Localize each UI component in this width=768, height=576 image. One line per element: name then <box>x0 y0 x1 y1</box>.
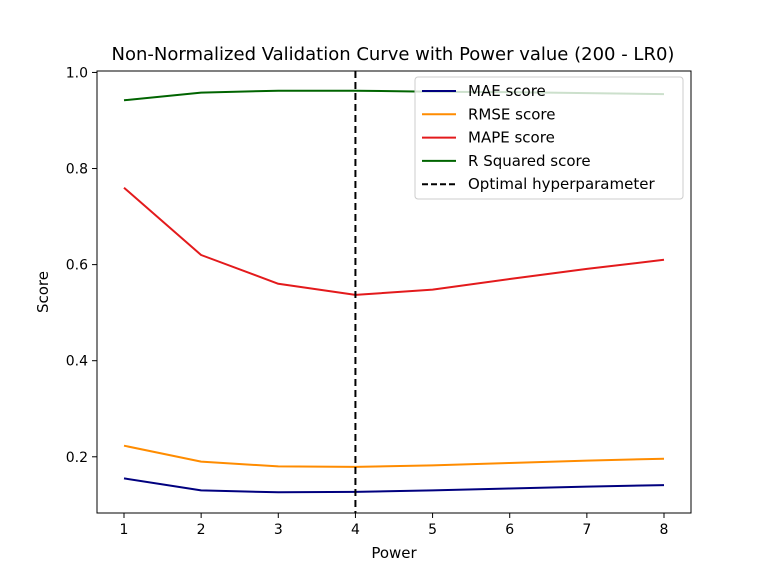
x-tick-label: 3 <box>274 522 283 538</box>
x-tick-label: 1 <box>120 522 129 538</box>
x-tick-label: 6 <box>505 522 514 538</box>
y-tick-label: 1.0 <box>66 65 88 81</box>
legend: MAE score RMSE score MAPE score R Squared s… <box>414 76 684 200</box>
chart-title: Non-Normalized Validation Curve with Pow… <box>112 44 675 65</box>
legend-label-0: MAE score <box>468 82 546 100</box>
series-line-2 <box>123 186 665 296</box>
legend-box <box>414 76 684 200</box>
y-tick-label: 0.8 <box>66 162 88 178</box>
series-line-0 <box>123 477 665 494</box>
legend-label-3: R Squared score <box>468 152 591 170</box>
series-line-1 <box>123 444 665 468</box>
legend-label-2: MAPE score <box>468 129 555 147</box>
y-axis-label: Score <box>34 271 52 313</box>
y-tick-label: 0.6 <box>66 258 88 274</box>
legend-label-1: RMSE score <box>468 105 555 123</box>
x-tick-label: 4 <box>351 522 360 538</box>
legend-label-4: Optimal hyperparameter <box>468 175 655 193</box>
x-tick-label: 2 <box>197 522 206 538</box>
y-tick-label: 0.2 <box>66 450 88 466</box>
x-tick-label: 7 <box>582 522 591 538</box>
x-axis-ticks: 1 2 3 4 5 6 7 8 <box>120 513 669 538</box>
axes-frame <box>96 70 692 514</box>
y-axis-ticks: 0.2 0.4 0.6 0.8 1.0 <box>66 65 97 466</box>
x-axis-label: Power <box>371 544 417 562</box>
x-tick-label: 8 <box>660 522 669 538</box>
x-tick-label: 5 <box>428 522 437 538</box>
y-tick-label: 0.4 <box>66 354 88 370</box>
